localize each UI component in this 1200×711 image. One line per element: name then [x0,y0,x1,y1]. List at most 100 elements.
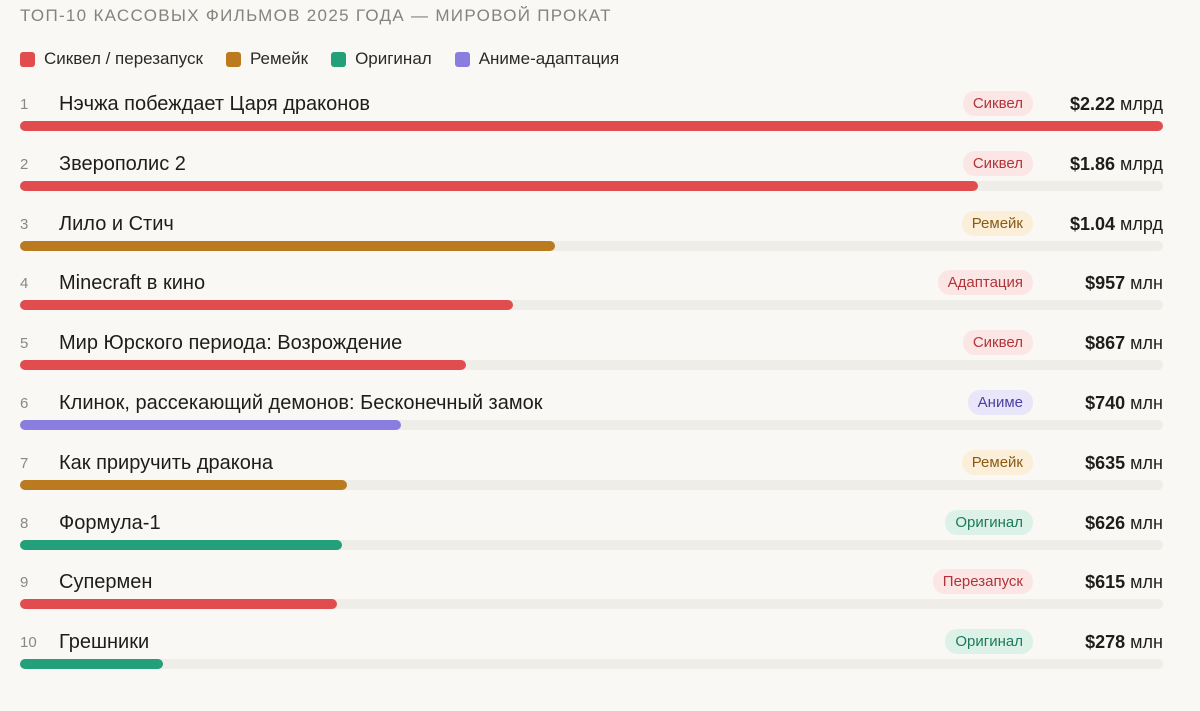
value-number: $740 [1085,392,1126,413]
value-number: $2.22 [1069,94,1115,114]
film-rank: 3 [20,215,29,233]
revenue-bar [20,419,401,430]
bar-track [20,599,1163,610]
value-number: $957 [1085,273,1126,294]
film-row: 6 Клинок, рассекающий демонов: Бесконечны… [20,389,1163,452]
chart-title: ТОП-10 КАССОВЫХ ФИЛЬМОВ 2025 ГОДА — МИРО… [20,6,612,25]
legend-label-anime: Аниме-адаптация [478,49,620,68]
film-row-header: 5 Мир Юрского периода: Возрождение Сиквел $… [20,330,1163,357]
box-office-value: $626 млн [1085,513,1163,534]
value-unit: млн [1130,333,1163,354]
legend-item-anime: Аниме-адаптация [454,49,620,69]
value-unit: млрд [1120,213,1163,234]
box-office-value: $867 млн [1085,333,1163,354]
film-rank: 5 [20,335,29,353]
bar-track [20,360,1163,371]
value-number: $278 [1085,632,1126,653]
legend-item-original: Оригинал [331,49,432,69]
film-row-header: 6 Клинок, рассекающий демонов: Бесконечны… [20,389,1163,417]
legend-label-remake: Ремейк [249,49,309,68]
value-number: $626 [1085,512,1126,533]
bar-track [20,419,1163,430]
film-row-header: 8 Формула-1 Оригинал $626 млн [20,509,1163,537]
film-title: Грешники [59,631,150,654]
box-office-value: $615 млн [1085,572,1163,593]
film-rank: 2 [20,155,29,173]
film-title: Зверополис 2 [59,152,186,175]
bar-track [20,539,1163,550]
bar-track [20,121,1163,131]
revenue-bar [20,479,347,490]
revenue-bar [20,599,337,610]
film-row-header: 2 Зверополис 2 Сиквел $1.86 млрд [20,150,1163,178]
film-rank: 4 [20,275,29,293]
film-row-header: 4 Minecraft в кино Адаптация $957 млн [20,270,1163,297]
value-unit: млрд [1120,94,1163,114]
category-badge: Сиквел [962,150,1033,176]
legend-swatch-remake [225,51,241,67]
value-number: $635 [1085,452,1126,473]
revenue-bar [20,300,513,311]
film-row-header: 10 Грешники Оригинал $278 млн [20,629,1163,656]
box-office-value: $2.22 млрд [1070,94,1163,115]
value-number: $867 [1085,333,1126,354]
film-row: 9 Супермен Перезапуск $615 млн [20,569,1163,631]
revenue-bar [20,360,467,371]
bar-track [20,300,1163,311]
value-unit: млн [1130,572,1163,593]
film-rank: 9 [20,574,29,592]
film-row: 10 Грешники Оригинал $278 млн [20,629,1163,691]
legend-item-remake: Ремейк [225,49,309,69]
revenue-bar [20,539,343,550]
value-unit: млн [1130,273,1163,294]
value-unit: млн [1130,512,1163,533]
legend: Сиквел / перезапуск Ремейк Оригинал Аним… [20,48,1163,70]
box-office-value: $1.04 млрд [1070,214,1163,235]
category-badge: Оригинал [945,509,1033,535]
value-number: $1.86 [1069,153,1115,174]
category-badge: Адаптация [937,270,1033,296]
category-badge: Оригинал [945,629,1033,655]
category-badge: Аниме [967,389,1033,415]
revenue-bar [20,240,556,251]
box-office-value: $1.86 млрд [1070,154,1163,175]
film-rank: 6 [20,394,29,412]
box-office-value: $740 млн [1085,393,1163,414]
film-row: 4 Minecraft в кино Адаптация $957 млн [20,270,1163,332]
film-title: Лило и Стич [59,212,174,235]
category-badge: Ремейк [961,449,1033,475]
revenue-bar [20,121,1163,131]
bar-track [20,479,1163,490]
film-row: 3 Лило и Стич Ремейк $1.04 млрд [20,210,1163,273]
film-row-header: 1 Нэчжа побеждает Царя драконов Сиквел $2.2… [20,91,1163,118]
film-title: Как приручить дракона [59,451,274,474]
value-number: $615 [1085,572,1126,593]
category-badge: Ремейк [961,210,1033,236]
box-office-value: $278 млн [1085,632,1163,653]
film-title: Minecraft в кино [59,272,206,295]
film-title: Клинок, рассекающий демонов: Бесконечный… [59,391,543,414]
film-row: 5 Мир Юрского периода: Возрождение Сиквел $… [20,330,1163,392]
bar-track [20,659,1163,670]
legend-swatch-original [331,51,347,67]
film-rank: 7 [20,454,29,472]
box-office-value: $635 млн [1085,453,1163,474]
film-row-header: 9 Супермен Перезапуск $615 млн [20,569,1163,596]
film-rank: 1 [20,96,29,113]
value-number: $1.04 [1069,213,1115,234]
film-row-header: 7 Как приручить дракона Ремейк $635 млн [20,449,1163,477]
value-unit: млн [1130,452,1163,473]
value-unit: млн [1130,632,1163,653]
bar-track [20,240,1163,251]
film-row: 7 Как приручить дракона Ремейк $635 млн [20,449,1163,512]
value-unit: млрд [1120,153,1163,174]
film-title: Формула-1 [59,511,161,534]
legend-item-sequel: Сиквел / перезапуск [20,49,203,69]
film-rank: 10 [20,634,37,652]
category-badge: Сиквел [962,330,1033,356]
film-title: Супермен [59,571,153,594]
film-row: 2 Зверополис 2 Сиквел $1.86 млрд [20,150,1163,213]
film-rank: 8 [20,514,29,532]
legend-swatch-anime [454,51,470,67]
